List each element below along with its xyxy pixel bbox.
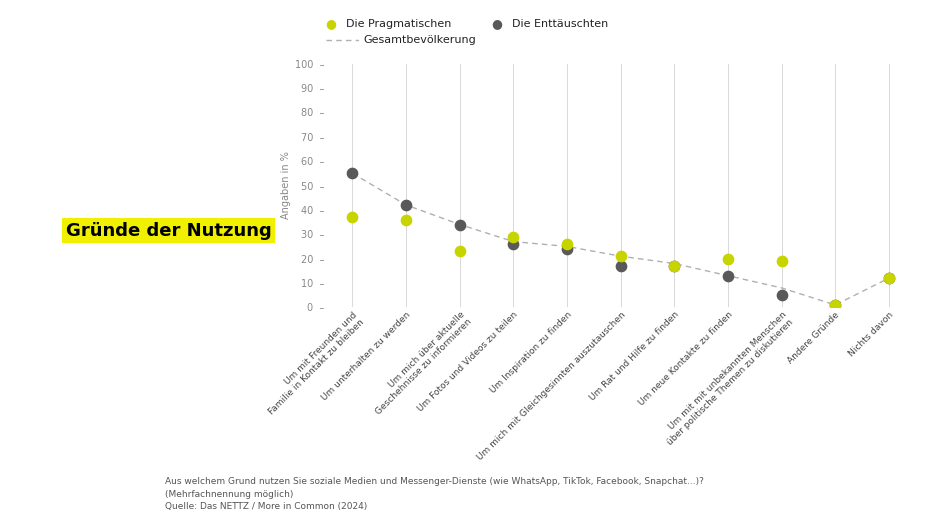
Point [666, 262, 682, 270]
Point [774, 257, 789, 266]
Point [828, 301, 843, 309]
Point [560, 245, 575, 253]
Text: Gesamtbevölkerung: Gesamtbevölkerung [363, 35, 476, 45]
Point [452, 247, 467, 255]
Point [506, 240, 521, 248]
Point [882, 274, 897, 282]
Point [666, 262, 682, 270]
Point [774, 291, 789, 299]
Point [345, 213, 360, 222]
Text: Aus welchem Grund nutzen Sie soziale Medien und Messenger-Dienste (wie WhatsApp,: Aus welchem Grund nutzen Sie soziale Med… [165, 478, 704, 511]
Text: ●: ● [491, 17, 502, 30]
Text: Gründe der Nutzung: Gründe der Nutzung [66, 222, 272, 240]
Point [398, 201, 413, 209]
Text: Die Enttäuschten: Die Enttäuschten [512, 19, 608, 29]
Text: ●: ● [326, 17, 337, 30]
Point [398, 215, 413, 224]
Point [614, 262, 629, 270]
Y-axis label: Angaben in %: Angaben in % [280, 152, 291, 219]
Point [828, 301, 843, 309]
Point [345, 169, 360, 178]
Text: Die Pragmatischen: Die Pragmatischen [346, 19, 452, 29]
Point [614, 252, 629, 260]
Point [560, 240, 575, 248]
Point [506, 233, 521, 241]
Point [452, 220, 467, 229]
Point [720, 254, 735, 263]
Point [882, 274, 897, 282]
Point [720, 271, 735, 280]
